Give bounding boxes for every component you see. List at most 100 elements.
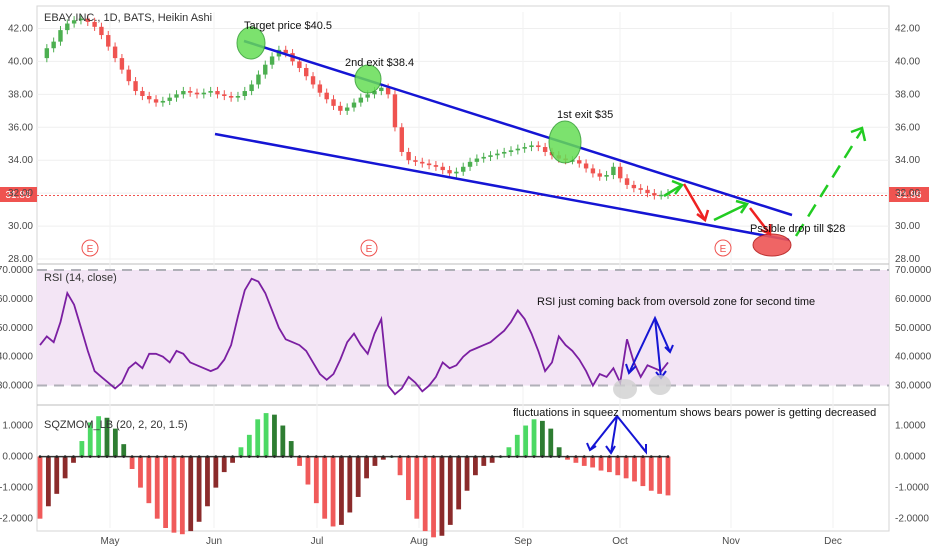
rsi-line: [39, 277, 669, 396]
green-arrow-2: [713, 202, 748, 222]
sqz-dot: [231, 455, 234, 458]
sqz-bar: [581, 456, 587, 466]
price-tick-left: 34.00: [8, 155, 33, 166]
sqz-dot: [264, 455, 268, 458]
sqz-bar: [556, 447, 562, 457]
candle-body: [92, 21, 97, 27]
sqz-bar: [188, 456, 194, 532]
sqz-dot: [658, 455, 661, 458]
sqz-bar: [305, 456, 311, 485]
sqz-dot: [365, 455, 368, 458]
projection-arrows: [663, 126, 867, 237]
earnings-marker-2[interactable]: E: [360, 239, 378, 257]
candle-body: [106, 35, 111, 47]
sqz-bar: [154, 456, 160, 519]
price-tick-left: 36.00: [8, 122, 33, 133]
candle-body: [590, 168, 596, 174]
sqz-tick-left: -2.0000: [0, 514, 33, 525]
sqz-dot: [566, 455, 569, 458]
current-price-tag-right: [889, 187, 929, 202]
sqz-bar: [246, 434, 252, 457]
candle-body: [420, 161, 425, 164]
candle-body: [147, 95, 152, 100]
sqz-bar: [380, 456, 386, 460]
sqz-bar: [129, 456, 135, 469]
candle-body: [631, 184, 637, 189]
sqz-dot: [390, 455, 393, 458]
sqz-bar: [87, 422, 93, 457]
chart-title: EBAY INC., 1D, BATS, Heikin Ashi: [44, 12, 212, 24]
candle-body: [208, 91, 213, 93]
sqz-dot: [616, 455, 620, 458]
sqz-dot: [239, 455, 243, 458]
sqz-dot: [315, 455, 318, 458]
sqz-dot: [507, 455, 511, 458]
month-label: Oct: [612, 536, 628, 547]
sqz-dot: [122, 455, 126, 458]
sqz-bar: [648, 456, 654, 491]
sqz-tick-right: 1.0000: [895, 421, 926, 432]
sqz-bar: [163, 456, 168, 528]
candle-body: [358, 97, 364, 103]
candle-body: [529, 145, 534, 148]
price-tick-right: 30.00: [895, 221, 920, 232]
month-label: Dec: [824, 536, 842, 547]
sqz-bar: [573, 456, 579, 463]
earnings-marker-1[interactable]: E: [81, 239, 99, 257]
candle-body: [508, 150, 514, 152]
sqz-dot: [222, 455, 226, 458]
price-tick-right: 40.00: [895, 56, 920, 67]
sqz-bar: [606, 456, 612, 473]
candle-body: [440, 166, 445, 171]
sqz-bar: [71, 456, 76, 463]
sqz-bar: [330, 456, 336, 527]
sqz-bar: [447, 456, 453, 525]
sqz-dot: [582, 455, 586, 458]
sqz-bar: [657, 456, 663, 494]
sqz-tick-right: -1.0000: [895, 483, 929, 494]
sqz-dot: [298, 455, 301, 458]
sqz-dot: [490, 455, 494, 458]
sqz-bar: [347, 456, 353, 513]
month-label: Jul: [311, 536, 324, 547]
candle-body: [283, 49, 288, 54]
rsi-tick-left: 60.0000: [0, 294, 33, 305]
sqz-bar: [506, 447, 512, 457]
sqz-bar: [238, 447, 244, 457]
green-dashed-projection: [794, 129, 864, 237]
candle-body: [140, 91, 145, 96]
candlestick-series: [44, 14, 671, 200]
candle-body: [399, 127, 404, 152]
candle-body: [474, 158, 480, 162]
candle-body: [624, 178, 630, 185]
month-label: Nov: [722, 536, 740, 547]
exit2-marker: [354, 64, 382, 94]
current-price-tag-left: [0, 187, 37, 202]
candle-body: [160, 100, 166, 103]
rsi-tick-right: 60.0000: [895, 294, 932, 305]
red-arrow-2-head: [760, 224, 772, 236]
candle-body: [542, 147, 548, 152]
sqz-dot: [281, 455, 285, 458]
candle-body: [112, 46, 118, 59]
candle-body: [194, 92, 200, 95]
price-tick-left: 32.00: [8, 188, 33, 199]
candle-body: [85, 18, 90, 22]
sqz-tick-left: 0.0000: [2, 452, 33, 463]
sqz-dot: [624, 455, 628, 458]
annotation-rsi: RSI just coming back from oversold zone …: [537, 296, 815, 308]
sqz-bar: [104, 417, 110, 457]
squeeze-momentum-series: [37, 413, 671, 538]
sqz-dot: [114, 455, 117, 458]
candle-body: [263, 64, 268, 75]
earnings-marker-3[interactable]: E: [714, 239, 732, 257]
candle-body: [187, 91, 193, 93]
sqz-dot: [47, 455, 50, 458]
sqz-dot: [407, 455, 410, 458]
candle-body: [426, 163, 432, 166]
price-tick-left: 28.00: [8, 254, 33, 265]
price-tick-left: 42.00: [8, 23, 33, 34]
rsi-tick-left: 30.0000: [0, 381, 33, 392]
month-label: Jun: [206, 536, 222, 547]
annotation-exit2: 2nd exit $38.4: [345, 57, 414, 69]
